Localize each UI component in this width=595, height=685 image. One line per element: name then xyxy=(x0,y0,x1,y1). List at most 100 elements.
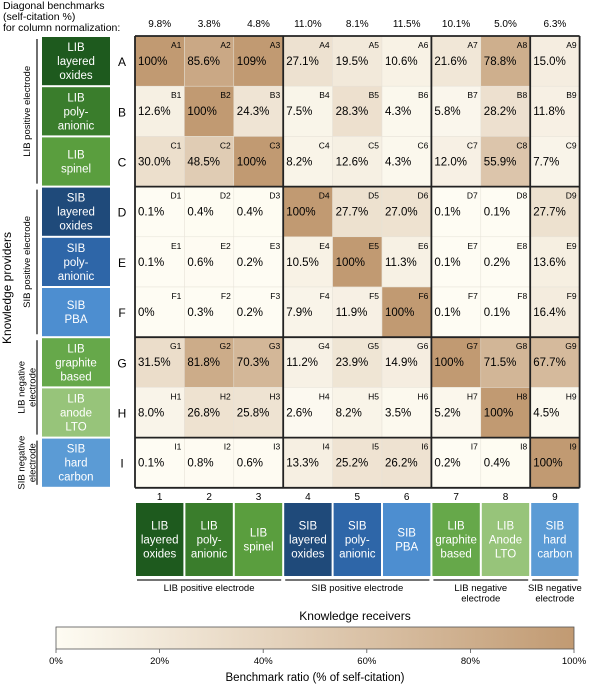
cell-value: 14.9% xyxy=(385,357,418,369)
cell-id: H1 xyxy=(171,391,182,401)
category-label-line: LIB xyxy=(497,521,515,533)
cell-value: 67.7% xyxy=(533,357,566,369)
cell-value: 27.1% xyxy=(286,56,319,68)
category-label-line: layered xyxy=(289,535,327,547)
category-label-line: LIB xyxy=(200,521,218,533)
cell-value: 0.4% xyxy=(237,207,263,219)
heatmap-cell xyxy=(529,437,580,489)
column-group-label: electrode xyxy=(535,594,574,605)
colorbar xyxy=(55,626,575,650)
x-axis-label: Knowledge receivers xyxy=(299,609,410,623)
category-label-line: anionic xyxy=(58,271,95,283)
heatmap-cell xyxy=(233,85,284,137)
heatmap-cell xyxy=(282,437,333,489)
category-label-line: anionic xyxy=(58,120,95,132)
cell-id: I3 xyxy=(273,442,280,452)
heatmap-cell xyxy=(282,35,333,87)
column-group-label: LIB positive electrode xyxy=(164,583,255,594)
cell-value: 26.8% xyxy=(187,407,220,419)
row-group-label: electrode xyxy=(28,443,39,482)
colorbar-tick-label: 0% xyxy=(49,656,63,667)
cell-id: H8 xyxy=(516,391,527,401)
heatmap-cell xyxy=(332,387,383,438)
colorbar-tick-label: 60% xyxy=(357,656,377,667)
heatmap-cell xyxy=(134,85,185,137)
row-category-box xyxy=(42,137,110,186)
heatmap-cell xyxy=(381,336,432,388)
category-label-line: oxides xyxy=(143,549,176,561)
cell-value: 78.8% xyxy=(484,56,517,68)
benchmark-value: 4.8% xyxy=(247,19,270,30)
cell-value: 27.0% xyxy=(385,207,418,219)
category-label-line: Anode xyxy=(489,535,522,547)
column-number: 6 xyxy=(404,492,410,503)
row-group-label: electrode xyxy=(28,368,39,407)
heatmap-cell xyxy=(134,336,185,388)
cell-id: E5 xyxy=(369,241,380,251)
heatmap-cell xyxy=(282,85,333,137)
cell-id: G9 xyxy=(565,341,577,351)
heatmap-cell xyxy=(332,85,383,137)
row-category-box xyxy=(42,37,110,86)
category-label-line: SIB xyxy=(67,193,86,205)
category-label-line: carbon xyxy=(537,549,572,561)
column-category-box xyxy=(234,503,283,576)
heatmap-cell xyxy=(134,286,185,338)
cell-value: 0.2% xyxy=(237,257,263,269)
heatmap-cell xyxy=(529,387,580,438)
heatmap-cell xyxy=(529,85,580,137)
heatmap-cell xyxy=(282,136,333,187)
cell-id: F7 xyxy=(468,291,478,301)
cell-id: F2 xyxy=(221,291,231,301)
cell-value: 11.9% xyxy=(336,307,368,319)
cell-value: 70.3% xyxy=(237,357,270,369)
cell-value: 11.3% xyxy=(385,257,417,269)
benchmark-row: 9.8% 3.8% 4.8% 11.0% 8.1% 11.5% 10.1% 5.0% 6.3% xyxy=(148,19,566,30)
row-category-box xyxy=(42,388,110,437)
cell-value: 100% xyxy=(286,207,315,219)
cell-value: 0.4% xyxy=(484,458,510,470)
heatmap-cell xyxy=(529,286,580,338)
cell-value: 2.6% xyxy=(286,407,312,419)
cell-id: I4 xyxy=(323,442,330,452)
cell-id: H2 xyxy=(220,391,231,401)
colorbar-ticks: 0% 20% 40% 60% 80% 100% xyxy=(49,649,587,667)
column-number: 3 xyxy=(256,492,262,503)
heatmap-cell xyxy=(184,85,235,137)
row-letter: B xyxy=(118,105,126,119)
cell-value: 7.5% xyxy=(286,106,312,118)
column-numbers: 1 2 3 4 5 6 7 8 9 xyxy=(157,492,558,503)
column-number: 5 xyxy=(355,492,361,503)
cell-id: E3 xyxy=(270,241,281,251)
cell-id: I6 xyxy=(421,442,428,452)
heatmap-cell xyxy=(480,136,531,187)
category-label-line: SIB xyxy=(348,521,367,533)
cell-id: D3 xyxy=(269,191,280,201)
cell-value: 26.2% xyxy=(385,458,418,470)
heatmap-cell xyxy=(184,136,235,187)
category-label-line: poly- xyxy=(197,535,222,547)
heatmap-cell xyxy=(431,136,482,187)
cell-value: 25.8% xyxy=(237,407,270,419)
heatmap-cell xyxy=(381,136,432,187)
benchmark-value: 3.8% xyxy=(198,19,221,30)
cell-id: G2 xyxy=(219,341,231,351)
row-letter: I xyxy=(120,457,123,471)
cell-id: D1 xyxy=(171,191,182,201)
benchmark-value: 8.1% xyxy=(346,19,369,30)
heatmap-cell xyxy=(431,85,482,137)
benchmark-value: 10.1% xyxy=(442,19,470,30)
column-category-boxes: LIB layered oxides LIB poly-anionic LIB spinel… xyxy=(136,503,579,576)
cell-id: I9 xyxy=(570,442,577,452)
cell-value: 27.7% xyxy=(533,207,566,219)
colorbar-label: Benchmark ratio (% of self-citation) xyxy=(226,672,405,684)
cell-id: C3 xyxy=(269,140,280,150)
category-label-line: based xyxy=(60,371,91,383)
benchmark-value: 11.0% xyxy=(294,19,322,30)
heatmap-cell xyxy=(332,336,383,388)
row-letter: A xyxy=(118,55,126,69)
column-group-label: LIB negative xyxy=(454,583,507,594)
cell-id: A7 xyxy=(467,40,478,50)
heatmap-cell xyxy=(480,387,531,438)
cell-id: E2 xyxy=(220,241,231,251)
